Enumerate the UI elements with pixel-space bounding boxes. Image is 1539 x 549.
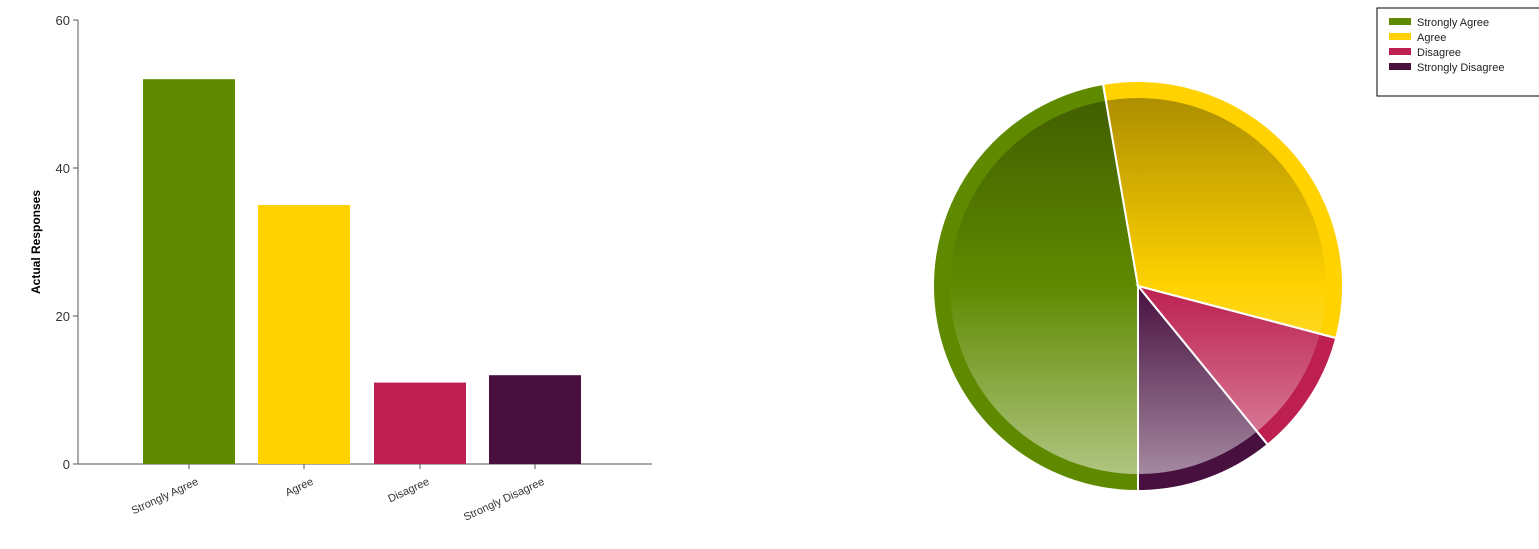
- legend-item-disagree: Disagree: [1389, 47, 1461, 59]
- bar-labels: Strongly Agree Agree Disagree Strongly Disa…: [130, 476, 546, 524]
- pie-marks: [932, 79, 1344, 493]
- y-tick-label: 40: [56, 161, 70, 176]
- x-tick-label: Agree: [284, 476, 316, 499]
- pie-slice-face: [1138, 286, 1258, 474]
- pie-slice-agree: [1101, 79, 1344, 340]
- bar-marks: [143, 79, 581, 464]
- legend: Strongly Agree Agree Disagree Strongly Disa…: [1376, 7, 1539, 97]
- y-axis-title: Actual Responses: [29, 190, 43, 294]
- pie-slice-rim: [1135, 284, 1338, 447]
- y-tick-label: 60: [56, 13, 70, 28]
- legend-label: Disagree: [1417, 47, 1461, 59]
- x-tick-label: Strongly Agree: [130, 476, 200, 517]
- legend-swatch: [1389, 18, 1411, 25]
- pie-slice-rim: [1137, 283, 1270, 493]
- bar-strongly-agree: [143, 79, 235, 464]
- bar-agree: [258, 205, 350, 464]
- y-tick-label: 0: [63, 457, 70, 472]
- legend-item-strongly-agree: Strongly Agree: [1389, 17, 1489, 29]
- pie-slice-strongly-agree: [932, 82, 1139, 493]
- x-tick-label: Disagree: [386, 476, 431, 505]
- pie-slice-face: [1138, 286, 1320, 432]
- legend-item-agree: Agree: [1389, 32, 1446, 44]
- pie-slice-divider: [1102, 83, 1139, 287]
- pie-slice-face: [950, 100, 1138, 474]
- legend-label: Strongly Disagree: [1417, 62, 1504, 74]
- pie-slice-face: [1105, 98, 1326, 334]
- legend-label: Strongly Agree: [1417, 17, 1489, 29]
- pie-slice-rim: [1101, 79, 1344, 340]
- bar-strongly-disagree: [489, 375, 581, 464]
- y-tick-label: 20: [56, 309, 70, 324]
- legend-swatch: [1389, 48, 1411, 55]
- pie-slice-disagree: [1135, 284, 1338, 447]
- pie-slice-divider: [1137, 285, 1337, 340]
- legend-box: [1376, 7, 1539, 97]
- pie-slice-rim: [932, 82, 1139, 493]
- legend-item-strongly-disagree: Strongly Disagree: [1389, 62, 1504, 74]
- bar-disagree: [374, 382, 466, 464]
- pie-slice-divider: [1137, 285, 1269, 446]
- pie-slice-strongly-disagree: [1137, 283, 1270, 493]
- x-tick-label: Strongly Disagree: [462, 476, 546, 524]
- legend-swatch: [1389, 63, 1411, 70]
- legend-label: Agree: [1417, 32, 1446, 44]
- legend-swatch: [1389, 33, 1411, 40]
